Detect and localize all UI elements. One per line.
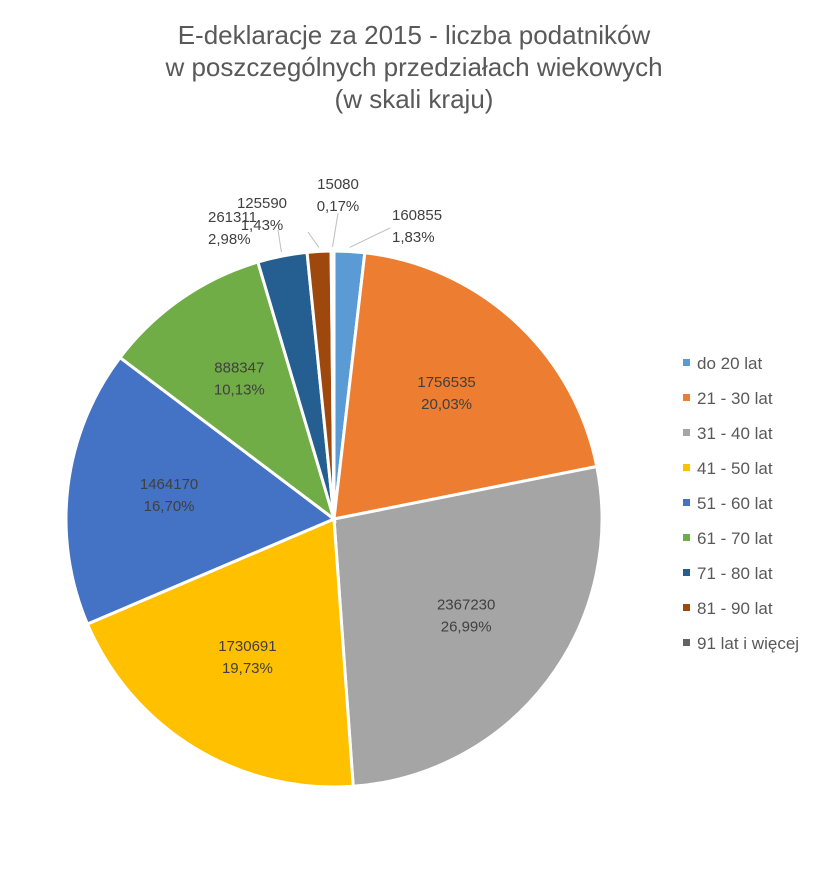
data-label-percent-61-70-lat: 10,13% (214, 381, 265, 398)
pie-slice-41-50-lat (85, 516, 355, 789)
pie-slice-61-70-lat (117, 260, 337, 523)
legend-label-61-70-lat: 61 - 70 lat (697, 529, 773, 548)
legend-label-91-lat-i-wiecej: 91 lat i więcej (697, 634, 799, 653)
legend-label-51-60-lat: 51 - 60 lat (697, 494, 773, 513)
data-label-percent-41-50-lat: 19,73% (222, 660, 273, 677)
pie-slices (64, 249, 604, 789)
leader-lines (277, 212, 391, 253)
data-label-percent-91-lat-i-wiecej: 0,17% (317, 198, 360, 215)
data-label-percent-51-60-lat: 16,70% (144, 498, 195, 515)
chart-title-line-3: (w skali kraju) (335, 84, 494, 114)
leader-line-91-lat-i-wiecej (332, 212, 339, 248)
leader-line-71-80-lat (277, 229, 282, 253)
legend-swatch-41-50-lat (683, 464, 690, 471)
data-label-value-31-40-lat: 2367230 (437, 597, 495, 614)
data-label-percent-71-80-lat: 2,98% (208, 231, 251, 248)
leader-line-81-90-lat (307, 231, 320, 248)
legend-label-81-90-lat: 81 - 90 lat (697, 599, 773, 618)
legend-swatch-61-70-lat (683, 534, 690, 541)
legend-swatch-81-90-lat (683, 604, 690, 611)
legend-label-31-40-lat: 31 - 40 lat (697, 424, 773, 443)
legend-swatch-71-80-lat (683, 569, 690, 576)
legend-label-21-30-lat: 21 - 30 lat (697, 389, 773, 408)
pie-slice-31-40-lat (332, 464, 604, 788)
data-label-percent-do-20-lat: 1,83% (392, 229, 435, 246)
legend-swatch-21-30-lat (683, 394, 690, 401)
legend-swatch-do-20-lat (683, 359, 690, 366)
chart-title: E-deklaracje za 2015 - liczba podatników… (164, 20, 662, 114)
pie-slice-21-30-lat (332, 251, 599, 521)
legend-swatch-91-lat-i-wiecej (683, 639, 690, 646)
legend: do 20 lat 21 - 30 lat 31 - 40 lat 41 - 50 l… (683, 354, 799, 653)
pie-slice-51-60-lat (64, 355, 337, 626)
data-label-percent-81-90-lat: 1,43% (241, 217, 284, 234)
legend-label-71-80-lat: 71 - 80 lat (697, 564, 773, 583)
data-labels: 160855 1,83% 1756535 20,03% 2367230 26,99% 173… (140, 176, 496, 677)
data-label-value-81-90-lat: 125590 (237, 195, 287, 212)
legend-label-41-50-lat: 41 - 50 lat (697, 459, 773, 478)
data-label-percent-31-40-lat: 26,99% (441, 619, 492, 636)
chart-title-line-1: E-deklaracje za 2015 - liczba podatników (178, 20, 651, 50)
chart-title-line-2: w poszczególnych przedziałach wiekowych (164, 52, 662, 82)
leader-line-do-20-lat (349, 227, 391, 248)
pie-slice-91-lat-i-wiecej (329, 249, 336, 520)
data-label-value-21-30-lat: 1756535 (417, 374, 475, 391)
data-label-value-do-20-lat: 160855 (392, 207, 442, 224)
data-label-value-51-60-lat: 1464170 (140, 476, 198, 493)
data-label-percent-21-30-lat: 20,03% (421, 396, 472, 413)
legend-swatch-31-40-lat (683, 429, 690, 436)
data-label-value-71-80-lat: 261311 (208, 209, 257, 226)
data-label-value-61-70-lat: 888347 (214, 359, 264, 376)
legend-label-do-20-lat: do 20 lat (697, 354, 762, 373)
data-label-value-91-lat-i-wiecej: 15080 (317, 176, 359, 193)
data-label-value-41-50-lat: 1730691 (218, 638, 276, 655)
legend-swatch-51-60-lat (683, 499, 690, 506)
